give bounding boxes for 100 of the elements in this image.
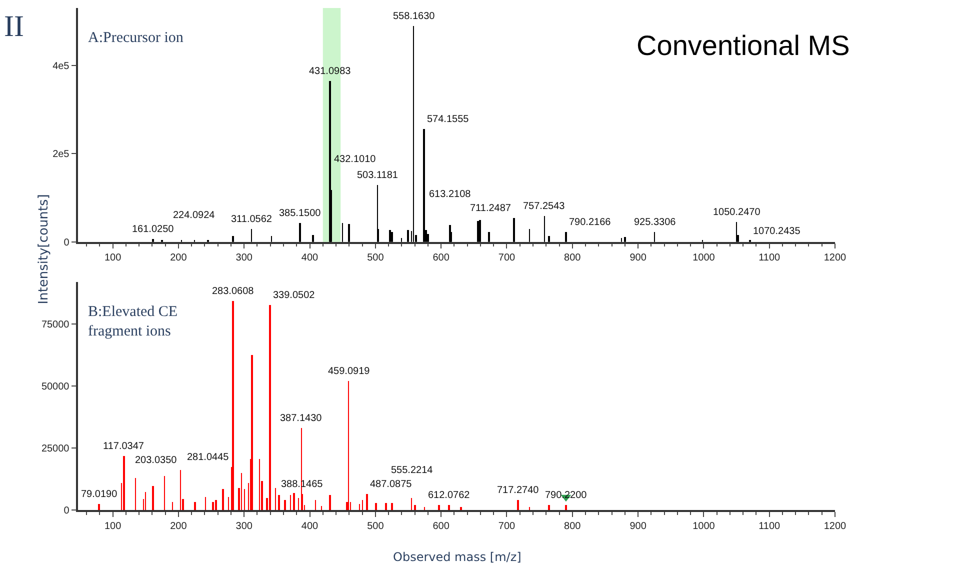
x-tick-label: 1200	[824, 520, 847, 532]
bar	[513, 218, 515, 242]
bar	[565, 505, 567, 510]
x-tick-label: 400	[301, 252, 319, 264]
annotation: 487.0875	[370, 479, 412, 490]
bar	[222, 489, 224, 510]
annotation: 224.0924	[173, 210, 216, 221]
annotation: 790.2200	[545, 490, 588, 501]
bar	[232, 236, 234, 242]
bar	[123, 456, 125, 510]
bar	[293, 493, 295, 510]
bar	[548, 236, 550, 242]
bar	[477, 221, 479, 242]
x-tick-label: 700	[498, 252, 516, 264]
annotation: 574.1555	[427, 114, 470, 125]
annotation: 925.3306	[634, 217, 676, 228]
bar	[488, 232, 490, 242]
annotation: 281.0445	[187, 452, 230, 463]
bar	[278, 495, 280, 510]
bar	[427, 234, 429, 242]
bar	[517, 500, 519, 510]
annotation: 283.0608	[212, 286, 254, 297]
x-tick-label: 800	[564, 520, 582, 532]
x-tick-label: 600	[432, 252, 450, 264]
y-tick-label: 75000	[41, 320, 70, 331]
bar	[98, 504, 100, 510]
annotation: 717.2740	[497, 485, 540, 496]
y-tick-label: 2e5	[52, 149, 70, 160]
annotation: 432.1010	[334, 154, 376, 165]
x-tick-label: 1100	[758, 252, 781, 264]
bar	[624, 237, 626, 242]
annotation: 757.2543	[523, 201, 566, 212]
bar	[215, 500, 217, 510]
x-tick-label: 100	[104, 252, 122, 264]
bar	[385, 503, 387, 510]
bar	[348, 224, 350, 242]
x-tick-label: 200	[170, 520, 188, 532]
annotation: 503.1181	[357, 170, 398, 181]
annotation: 117.0347	[103, 441, 144, 452]
x-tick-label: 500	[367, 520, 384, 532]
annotation: 431.0983	[309, 66, 352, 77]
x-axis-title: Observed mass [m/z]	[393, 550, 522, 564]
bar	[152, 486, 154, 510]
annotation: B:Elevated CE fragment ions	[88, 304, 178, 340]
bar	[438, 505, 440, 510]
bar	[460, 507, 462, 510]
annotation: 79.0190	[81, 489, 118, 500]
annotation: 203.0350	[135, 455, 178, 466]
x-tick-label: 200	[170, 252, 188, 264]
annotation: 1070.2435	[753, 226, 801, 237]
bar	[448, 505, 450, 510]
x-tick-label: 300	[236, 252, 253, 264]
annotation: 711.2487	[470, 203, 512, 214]
x-tick-label: 100	[104, 520, 122, 532]
y-tick-label: 0	[64, 237, 70, 248]
x-tick-label: 600	[432, 520, 450, 532]
bar	[407, 230, 409, 242]
bar	[375, 503, 377, 510]
bar	[212, 502, 214, 510]
x-tick-label: 1100	[758, 520, 781, 532]
bar	[548, 505, 550, 510]
y-tick-label: 0	[64, 506, 70, 516]
annotation: A:Precursor ion	[88, 30, 184, 46]
bar	[391, 503, 393, 510]
annotation: 790.2166	[569, 217, 612, 228]
y-axis-title: Intensity[counts]	[36, 194, 52, 304]
bar	[329, 495, 331, 510]
bar	[269, 305, 271, 510]
bar	[299, 223, 301, 242]
annotation: 311.0562	[231, 214, 272, 225]
x-tick-label: 700	[498, 520, 516, 532]
x-tick-label: 900	[630, 520, 647, 532]
y-tick-label: 25000	[41, 444, 70, 455]
annotation: 459.0919	[328, 366, 370, 377]
x-tick-label: 1200	[824, 252, 847, 264]
x-tick-label: 1000	[692, 520, 716, 532]
annotation: 339.0502	[273, 290, 316, 301]
annotation: 612.0762	[428, 490, 470, 501]
bar	[389, 230, 391, 242]
bar	[479, 220, 481, 242]
bar	[312, 235, 314, 242]
bar	[391, 232, 393, 242]
annotation: 161.0250	[132, 224, 174, 235]
y-tick-label: 4e5	[52, 60, 70, 72]
annotation: 1050.2470	[713, 207, 761, 218]
x-tick-label: 1000	[692, 252, 716, 264]
text: Conventional MS	[636, 30, 850, 61]
y-tick-label: 50000	[41, 382, 70, 393]
bar	[366, 494, 368, 510]
bar	[565, 232, 567, 242]
x-tick-label: 500	[367, 252, 384, 264]
bar	[232, 301, 234, 510]
annotation: 385.1500	[279, 208, 322, 219]
text: II	[4, 10, 24, 43]
bar	[423, 129, 425, 242]
annotation: 555.2214	[391, 465, 434, 476]
bar	[284, 500, 286, 510]
x-tick-label: 800	[564, 252, 582, 264]
x-tick-label: 300	[236, 520, 253, 532]
annotation: 387.1430	[280, 413, 322, 424]
